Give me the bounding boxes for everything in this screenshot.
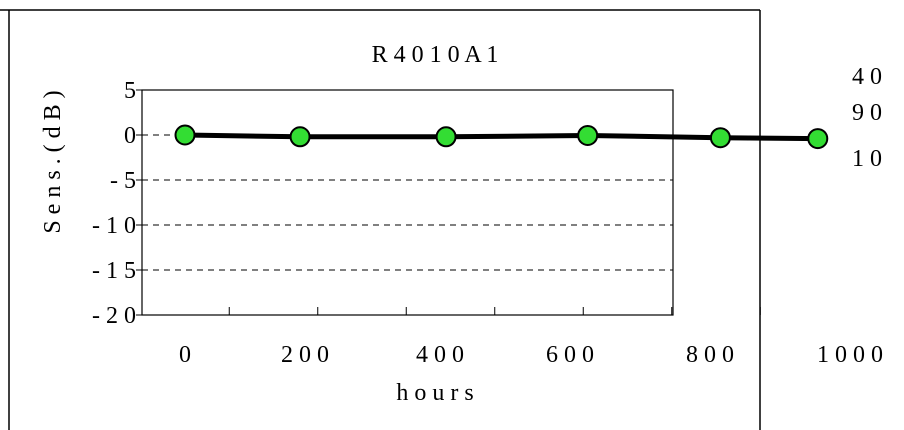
x-tick-label: 0 <box>179 342 191 368</box>
side-label: 9 0 <box>852 100 882 126</box>
plot-area <box>141 89 674 316</box>
x-tick-label: 6 0 0 <box>546 342 594 368</box>
y-tick-label: 0 <box>124 123 136 149</box>
data-point <box>577 124 599 146</box>
chart-title: R 4 0 1 0 A 1 <box>372 42 499 68</box>
series-line <box>184 132 818 142</box>
x-axis-label: h o u r s <box>396 380 473 406</box>
y-tick-label: - 1 5 <box>92 258 136 284</box>
data-point <box>435 126 457 148</box>
data-point <box>289 126 311 148</box>
side-label: 4 0 <box>852 64 882 90</box>
y-tick-label: - 2 0 <box>92 303 136 329</box>
y-tick-label: - 1 0 <box>92 213 136 239</box>
y-tick-labels: 5 0 - 5 - 1 0 - 1 5 - 2 0 <box>92 78 136 329</box>
x-tick-label: 8 0 0 <box>686 342 734 368</box>
y-axis-label: S e n s . ( d B ) <box>40 90 66 233</box>
gridlines <box>142 134 673 271</box>
x-tick-labels: 0 2 0 0 4 0 0 6 0 0 8 0 0 1 0 0 0 <box>179 342 883 368</box>
x-tick-label: 4 0 0 <box>416 342 464 368</box>
x-tick-label: 1 0 0 0 <box>817 342 883 368</box>
x-axis-ticks <box>228 307 761 315</box>
y-tick-label: 5 <box>124 78 136 104</box>
side-label: 1 0 <box>852 146 882 172</box>
data-point <box>709 127 731 149</box>
y-axis-ticks <box>136 89 142 316</box>
data-point <box>174 124 196 146</box>
series-group <box>174 124 829 150</box>
x-tick-label: 2 0 0 <box>281 342 329 368</box>
data-point <box>807 128 829 150</box>
y-tick-label: - 5 <box>110 168 136 194</box>
side-labels: 4 0 9 0 1 0 <box>852 64 882 172</box>
